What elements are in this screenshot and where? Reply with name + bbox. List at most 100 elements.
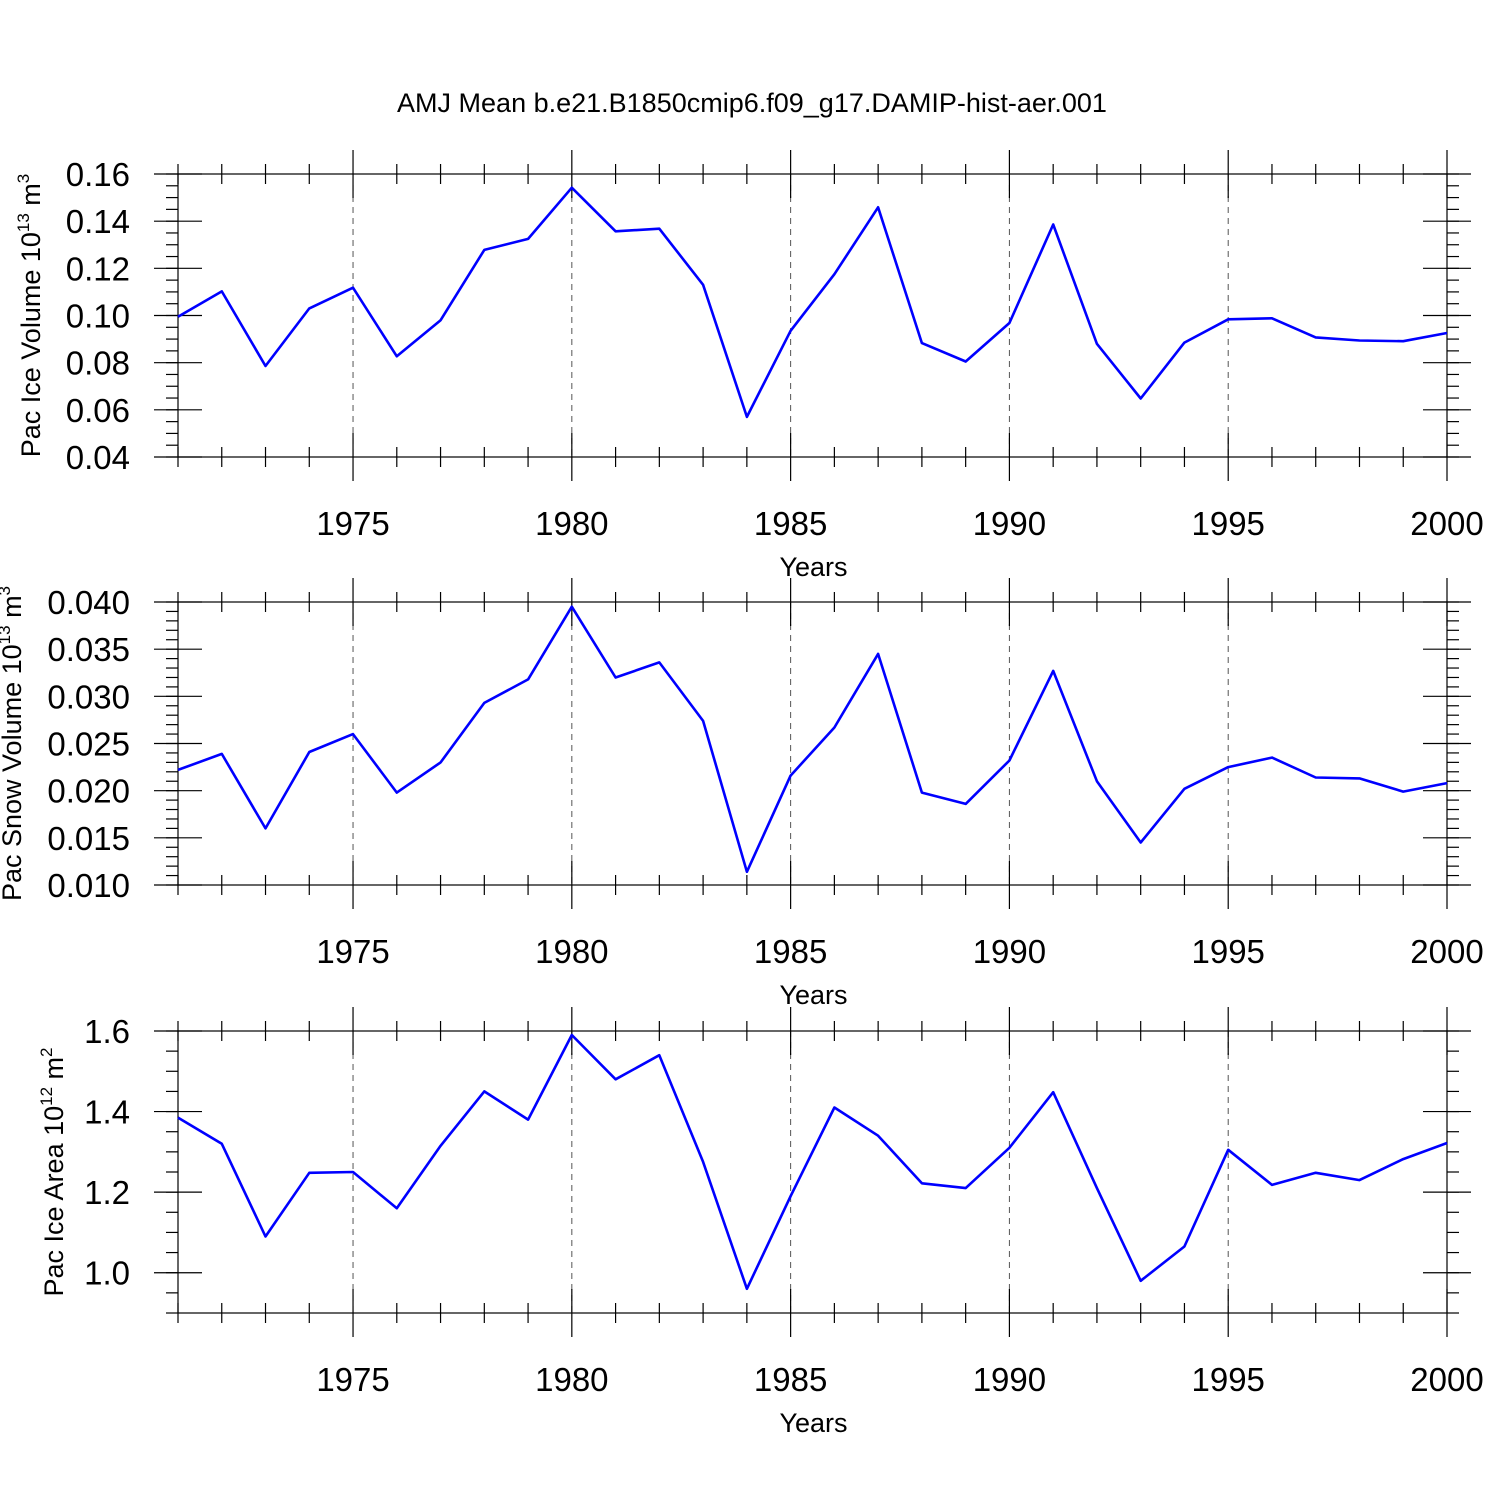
pac-ice-area-point-1984 [745,1287,749,1291]
y-tick-label: 0.040 [47,584,130,621]
x-tick-label: 2000 [1410,1361,1483,1398]
pac-ice-volume-point-1984 [745,415,749,419]
x-tick-label: 1980 [535,505,608,542]
y-axis-label: Pac Ice Area 1012 m2 [37,1047,69,1296]
pac-snow-volume-panel: 0.010 0.015 0.020 0.025 0.030 0.035 0.040 1975 1… [0,578,1484,1010]
pac-ice-volume-point-1999 [1401,339,1405,343]
pac-ice-volume-point-1989 [964,359,968,363]
pac-ice-volume-point-1985 [789,329,793,333]
y-tick-label: 0.06 [66,392,130,429]
pac-ice-area-point-1983 [701,1160,705,1164]
pac-snow-volume-point-1983 [701,719,705,723]
y-tick-label: 0.010 [47,867,130,904]
y-tick-label: 1.6 [84,1013,130,1050]
pac-snow-volume-point-1992 [1095,779,1099,783]
pac-ice-area-point-1979 [526,1118,530,1122]
pac-ice-area-point-1993 [1139,1279,1143,1283]
pac-ice-volume-point-1973 [264,364,268,368]
y-axis-label: Pac Ice Volume 1013 m3 [14,174,46,458]
x-tick-label: 1980 [535,1361,608,1398]
pac-ice-area-point-1982 [657,1053,661,1057]
pac-ice-volume-point-1975 [351,286,355,290]
pac-snow-volume-point-1995 [1226,765,1230,769]
pac-snow-volume-point-1997 [1314,775,1318,779]
y-tick-label: 0.030 [47,678,130,715]
pac-ice-volume-point-1980 [570,186,574,190]
pac-ice-area-point-1973 [264,1234,268,1238]
pac-ice-volume-point-1971 [176,315,180,319]
pac-ice-area-point-1981 [614,1077,618,1081]
pac-ice-volume-point-1979 [526,237,530,241]
y-tick-label: 1.2 [84,1174,130,1211]
x-tick-label: 1985 [754,933,827,970]
pac-ice-volume-point-1992 [1095,342,1099,346]
x-tick-label: 1990 [973,505,1046,542]
pac-ice-volume-point-1988 [920,341,924,345]
y-tick-label: 1.4 [84,1094,130,1131]
x-tick-label: 1995 [1191,505,1264,542]
pac-snow-volume-point-1984 [745,870,749,874]
pac-snow-volume-point-1978 [482,701,486,705]
pac-snow-volume-point-1988 [920,791,924,795]
pac-ice-area-panel: 1.0 1.2 1.4 1.6 1975 1980 1985 1990 1995 2000 Year… [37,1007,1484,1438]
pac-ice-volume-point-1986 [832,272,836,276]
pac-snow-volume-point-1996 [1270,756,1274,760]
pac-ice-area-point-1985 [789,1194,793,1198]
plot-frame [177,601,1448,886]
pac-snow-volume-point-1972 [220,752,224,756]
x-tick-label: 1995 [1191,933,1264,970]
pac-ice-volume-point-1977 [439,318,443,322]
pac-snow-volume-series-line [177,605,1448,874]
pac-snow-volume-point-1971 [176,768,180,772]
pac-ice-area-point-1988 [920,1181,924,1185]
x-tick-label: 2000 [1410,505,1483,542]
x-axis-label: Years [779,980,847,1010]
pac-ice-area-point-2000 [1445,1141,1449,1145]
pac-ice-volume-point-1996 [1270,316,1274,320]
pac-snow-volume-point-1976 [395,791,399,795]
pac-ice-volume-point-1978 [482,248,486,252]
pac-snow-volume-point-1991 [1051,669,1055,673]
pac-snow-volume-point-1989 [964,802,968,806]
pac-snow-volume-point-2000 [1445,781,1449,785]
pac-ice-area-point-1995 [1226,1148,1230,1152]
pac-ice-area-point-1991 [1051,1090,1055,1094]
pac-snow-volume-point-1993 [1139,841,1143,845]
pac-ice-volume-point-1997 [1314,335,1318,339]
pac-ice-area-point-1989 [964,1186,968,1190]
pac-ice-volume-series-line [177,186,1448,419]
pac-snow-volume-point-1987 [876,652,880,656]
x-tick-label: 1975 [316,1361,389,1398]
x-tick-label: 1980 [535,933,608,970]
pac-ice-volume-point-1995 [1226,317,1230,321]
x-tick-label: 1975 [316,933,389,970]
pac-snow-volume-point-1977 [439,760,443,764]
pac-ice-volume-point-1990 [1007,321,1011,325]
pac-snow-volume-point-1985 [789,774,793,778]
y-tick-label: 0.16 [66,156,130,193]
pac-snow-volume-point-1980 [570,605,574,609]
pac-ice-volume-point-1993 [1139,397,1143,401]
pac-ice-area-point-1986 [832,1106,836,1110]
pac-ice-area-point-1996 [1270,1183,1274,1187]
pac-snow-volume-point-1979 [526,677,530,681]
pac-snow-volume-point-1999 [1401,790,1405,794]
pac-snow-volume-point-1994 [1182,787,1186,791]
pac-ice-area-point-1999 [1401,1157,1405,1161]
pac-ice-volume-point-1998 [1357,338,1361,342]
pac-ice-volume-point-2000 [1445,331,1449,335]
pac-ice-area-point-1997 [1314,1171,1318,1175]
x-tick-label: 1985 [754,505,827,542]
x-axis-label: Years [779,1408,847,1438]
pac-ice-area-point-1992 [1095,1186,1099,1190]
y-axis-label: Pac Snow Volume 1013 m3 [0,586,27,901]
y-tick-label: 0.08 [66,345,130,382]
pac-ice-area-point-1980 [570,1033,574,1037]
pac-snow-volume-point-1998 [1357,776,1361,780]
pac-snow-volume-point-1982 [657,660,661,664]
x-tick-label: 1990 [973,1361,1046,1398]
y-tick-label: 0.10 [66,298,130,335]
chart-title: AMJ Mean b.e21.B1850cmip6.f09_g17.DAMIP-… [397,88,1107,118]
pac-ice-volume-point-1976 [395,354,399,358]
